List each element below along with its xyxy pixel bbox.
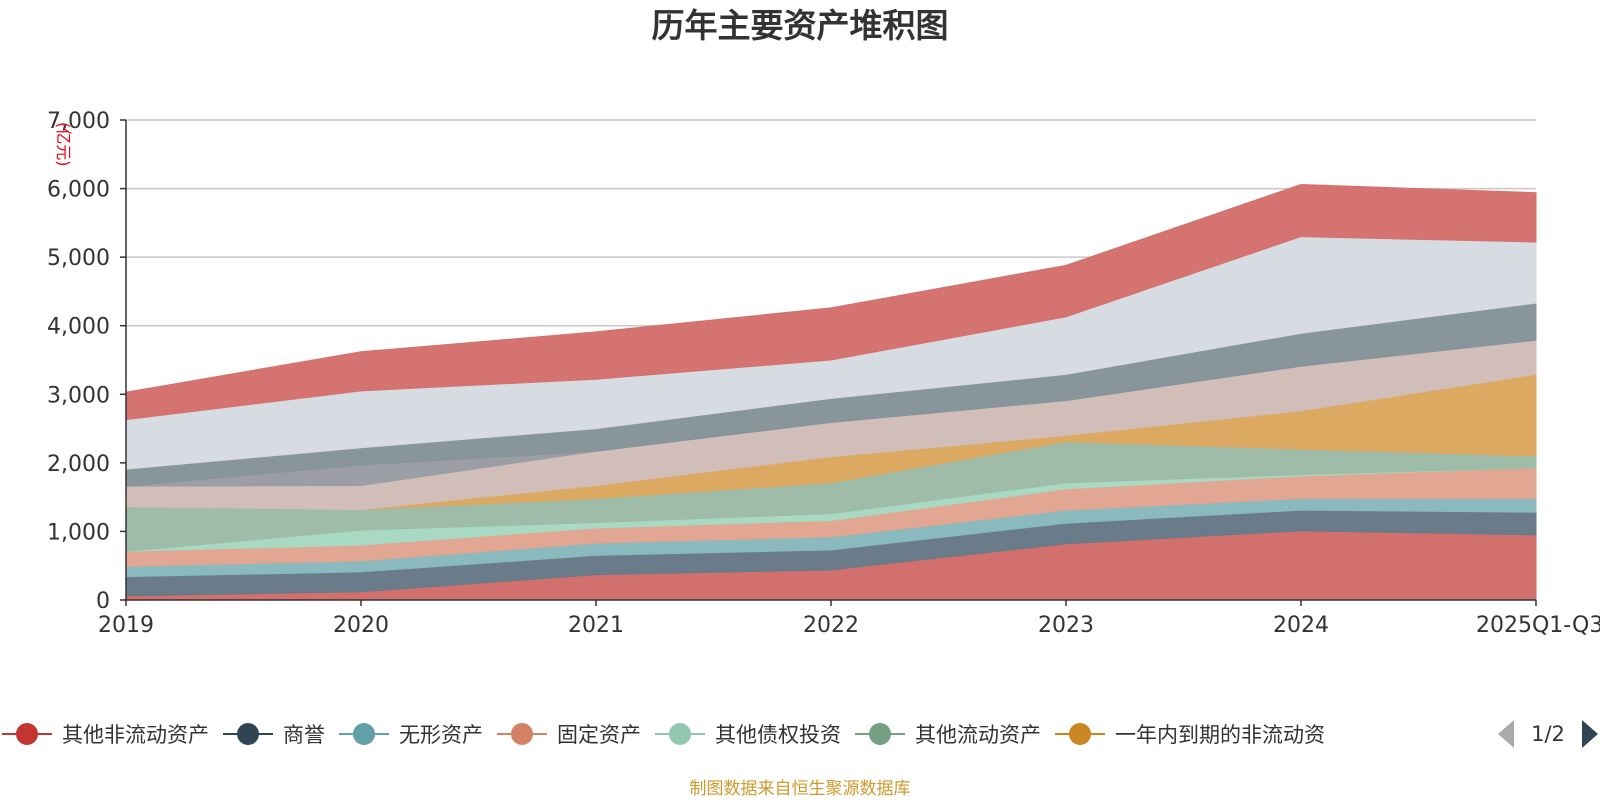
legend-marker-icon bbox=[1069, 723, 1091, 745]
legend-marker-icon bbox=[511, 723, 533, 745]
legend-item[interactable]: 其他流动资产 bbox=[855, 723, 1041, 747]
legend-marker-icon bbox=[869, 723, 891, 745]
y-tick-label: 6,000 bbox=[47, 178, 110, 203]
legend-marker-icon bbox=[669, 723, 691, 745]
y-unit-label: (亿元) bbox=[54, 122, 73, 167]
legend-item[interactable]: 无形资产 bbox=[339, 723, 483, 747]
legend-label: 其他非流动资产 bbox=[62, 723, 209, 747]
axes: 0 1,000 2,000 3,000 4,000 5,000 6,000 7,000 2019… bbox=[47, 109, 1600, 638]
legend-item[interactable]: 一年内到期的非流动资 bbox=[1055, 723, 1325, 747]
x-tick-label: 2019 bbox=[98, 613, 154, 638]
x-tick-label: 2022 bbox=[803, 613, 859, 638]
y-tick-label: 0 bbox=[96, 589, 110, 614]
y-tick-label: 7,000 bbox=[47, 109, 110, 134]
legend-label: 固定资产 bbox=[557, 723, 641, 747]
legend-item[interactable]: 商誉 bbox=[223, 723, 325, 747]
legend: 其他非流动资产 商誉 无形资产 固定资产 其他债权投资 其他流动资产 一年内到期的非流动资 bbox=[2, 723, 1325, 747]
legend-prev-page-icon[interactable] bbox=[1498, 720, 1514, 748]
y-tick-label: 4,000 bbox=[47, 315, 110, 340]
legend-item[interactable]: 固定资产 bbox=[497, 723, 641, 747]
y-tick-label: 5,000 bbox=[47, 246, 110, 271]
legend-label: 其他债权投资 bbox=[715, 723, 841, 747]
legend-next-page-icon[interactable] bbox=[1582, 720, 1598, 748]
x-tick-label: 2021 bbox=[568, 613, 624, 638]
area-series-系列12 bbox=[125, 183, 1537, 421]
legend-item[interactable]: 其他非流动资产 bbox=[2, 723, 209, 747]
x-tick-label: 2025Q1-Q3 bbox=[1476, 613, 1600, 638]
legend-marker-icon bbox=[16, 723, 38, 745]
x-tick-label: 2024 bbox=[1273, 613, 1329, 638]
legend-label: 无形资产 bbox=[399, 723, 483, 747]
y-tick-label: 1,000 bbox=[47, 520, 110, 545]
y-tick-label: 2,000 bbox=[47, 452, 110, 477]
chart-title: 历年主要资产堆积图 bbox=[652, 6, 949, 45]
legend-label: 一年内到期的非流动资 bbox=[1115, 723, 1325, 747]
legend-pager: 1/2 bbox=[1498, 720, 1598, 748]
legend-label: 其他流动资产 bbox=[915, 723, 1041, 747]
y-tick-label: 3,000 bbox=[47, 383, 110, 408]
legend-page-indicator: 1/2 bbox=[1531, 722, 1565, 746]
legend-label: 商誉 bbox=[283, 723, 325, 747]
x-tick-label: 2023 bbox=[1038, 613, 1094, 638]
legend-marker-icon bbox=[237, 723, 259, 745]
x-tick-label: 2020 bbox=[333, 613, 389, 638]
legend-item[interactable]: 其他债权投资 bbox=[655, 723, 841, 747]
data-source-note: 制图数据来自恒生聚源数据库 bbox=[690, 779, 911, 799]
legend-marker-icon bbox=[353, 723, 375, 745]
area-series bbox=[125, 183, 1537, 601]
